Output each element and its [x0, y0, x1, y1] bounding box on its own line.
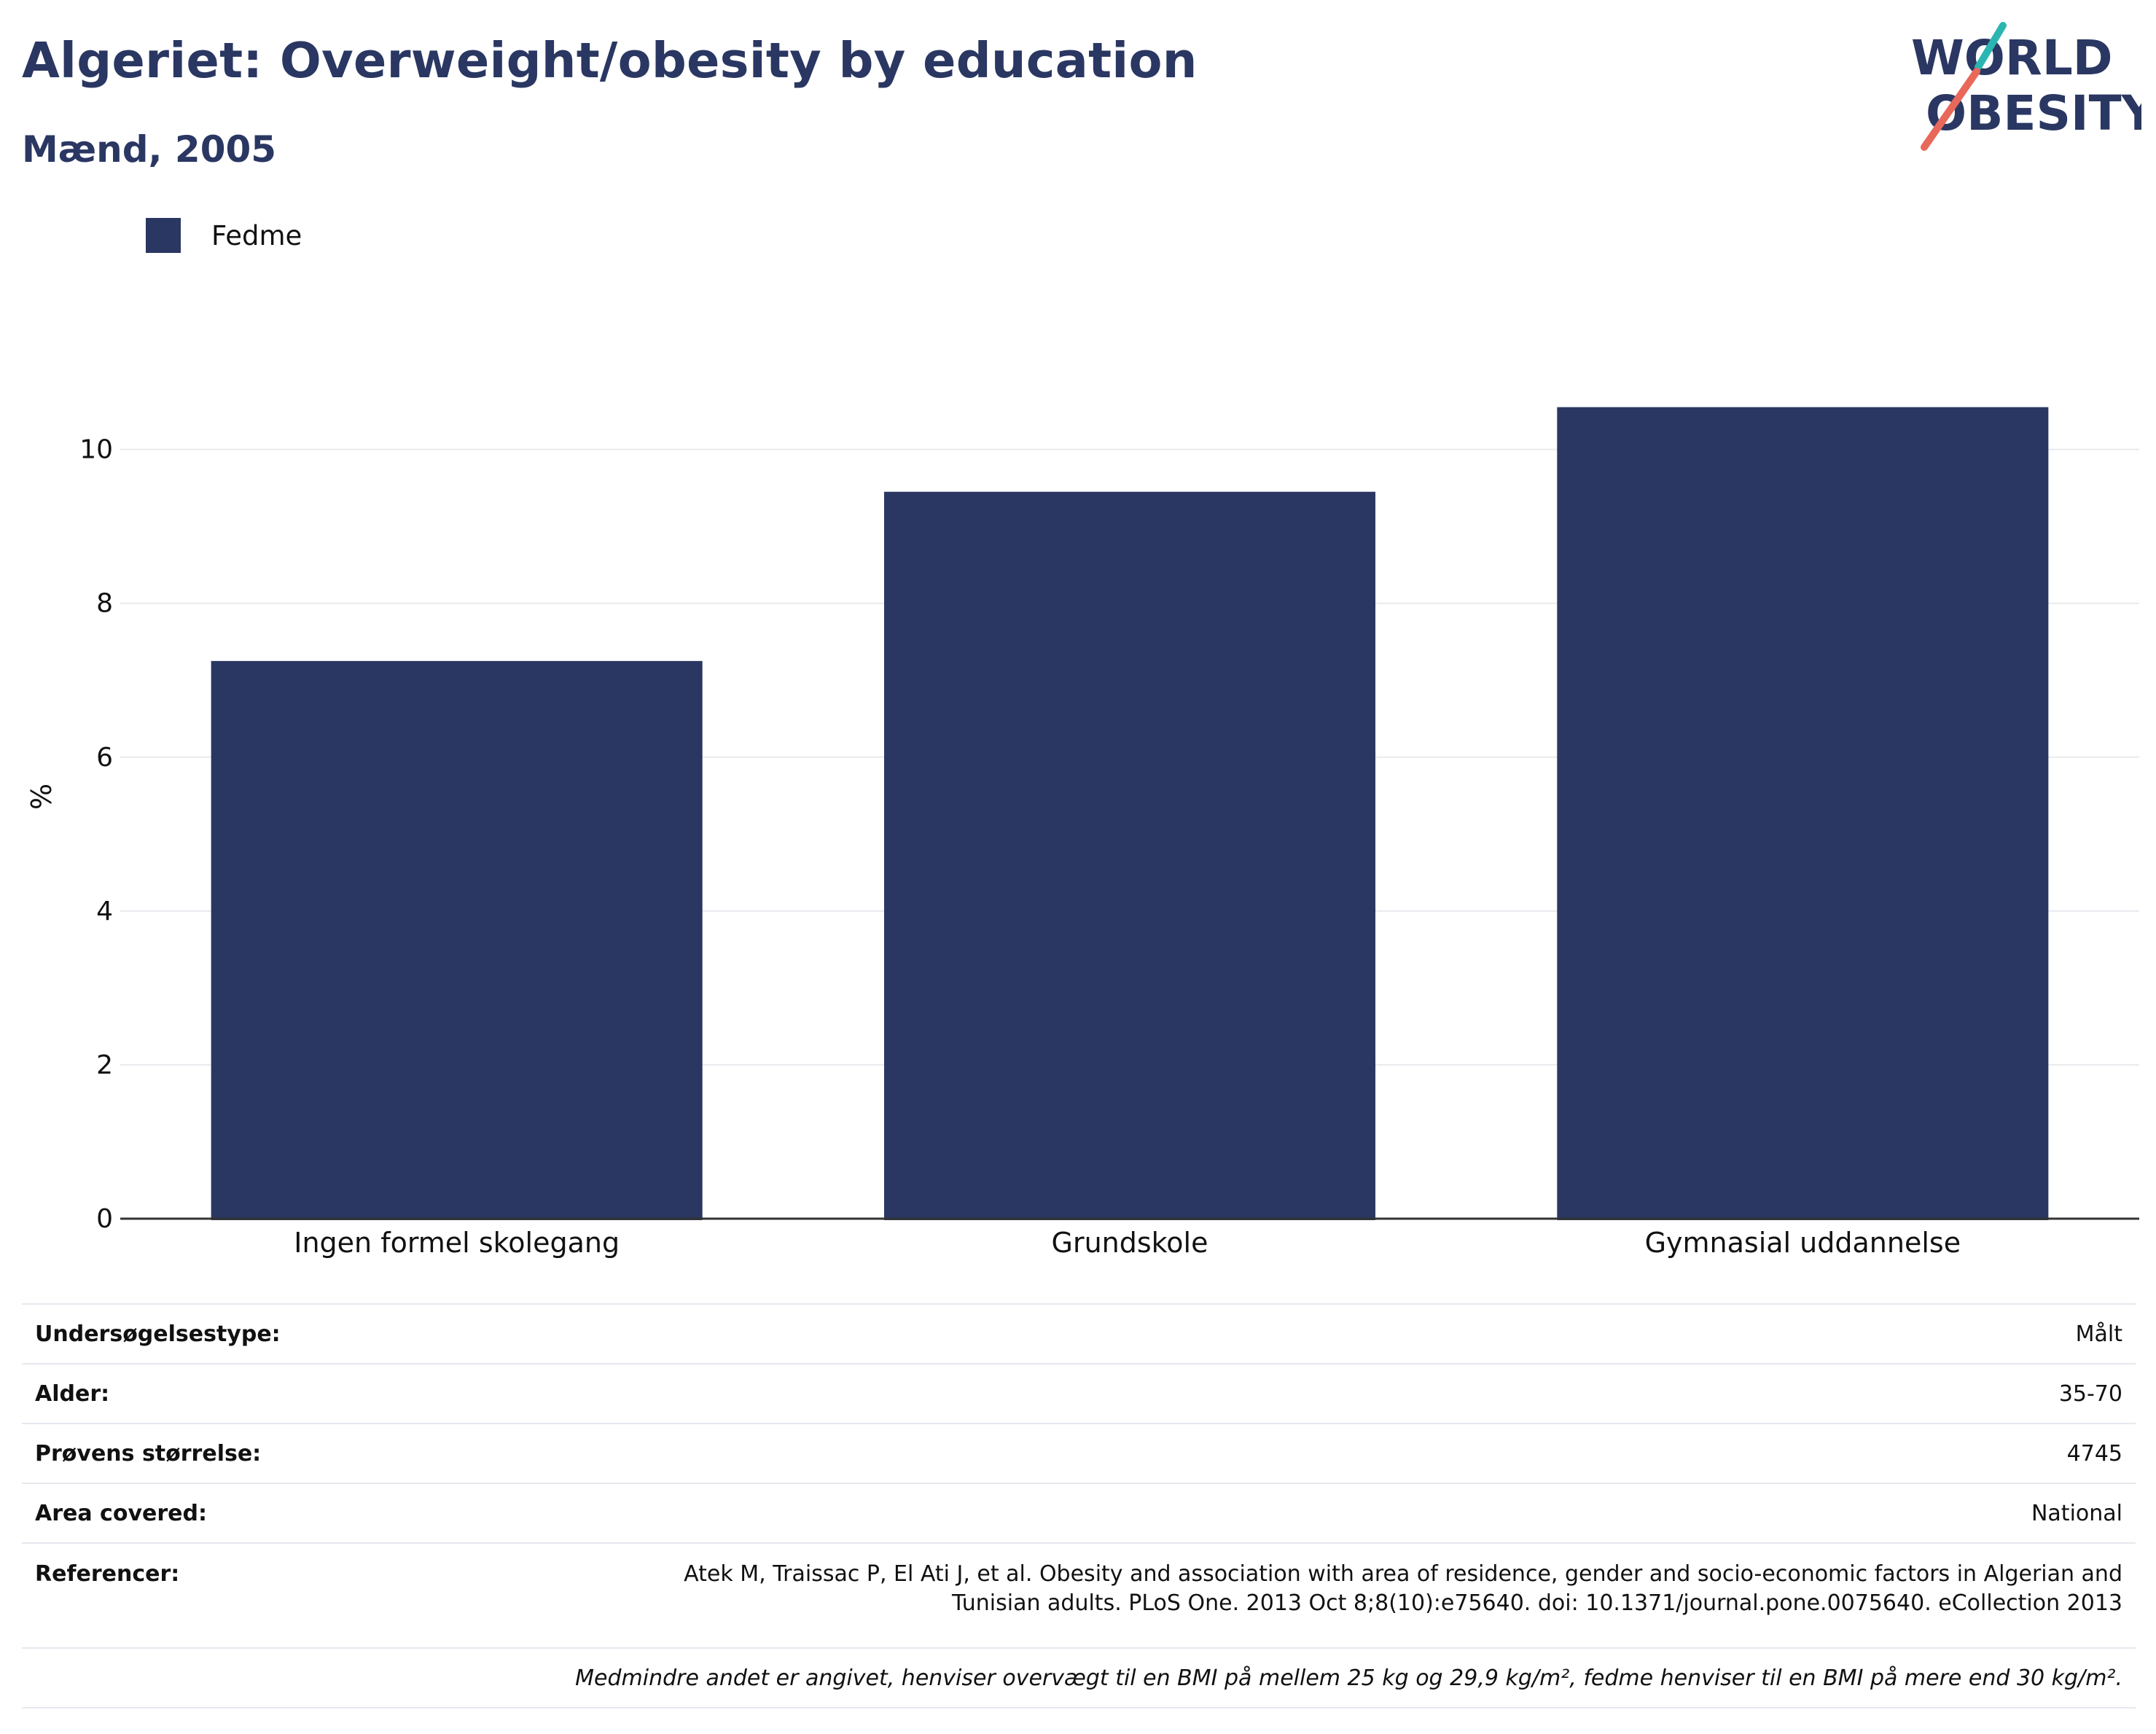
bar-2[interactable] [883, 491, 1376, 1220]
info-value-sample-size: 4745 [2066, 1440, 2122, 1467]
x-category-label: Ingen formel skolegang [294, 1227, 620, 1259]
y-tick-label: 10 [79, 435, 113, 465]
legend-swatch-fedme [146, 218, 181, 253]
x-category-label: Grundskole [1052, 1227, 1208, 1259]
y-axis-title: % [26, 784, 58, 810]
definition-note: Medmindre andet er angivet, henviser ove… [575, 1665, 2122, 1691]
legend: Fedme [146, 217, 302, 254]
y-tick-label: 4 [96, 897, 113, 926]
y-tick-labels: 0 2 4 6 8 10 [79, 435, 113, 1234]
page-subtitle: Mænd, 2005 [22, 128, 277, 171]
x-category-labels: Ingen formel skolegang Grundskole Gymnasia… [294, 1227, 1961, 1259]
bars [211, 407, 2049, 1221]
y-tick-label: 2 [96, 1050, 113, 1080]
reference-line-1: Atek M, Traissac P, El Ati J, et al. Obe… [684, 1561, 2122, 1587]
y-tick-label: 8 [96, 589, 113, 619]
world-obesity-logo: WORLD OBESITY [1911, 22, 2141, 151]
info-row-age: Alder: 35-70 [22, 1364, 2136, 1423]
bar-3[interactable] [1557, 407, 2049, 1221]
info-row-survey-type: Undersøgelsestype: Målt [22, 1304, 2136, 1364]
info-table: Undersøgelsestype: Målt Alder: 35-70 Prø… [22, 1303, 2136, 1708]
info-label-references: Referencer: [35, 1561, 180, 1587]
info-value-references: Atek M, Traissac P, El Ati J, et al. Obe… [558, 1543, 2136, 1648]
page-title: Algeriet: Overweight/obesity by educatio… [22, 32, 1198, 89]
bar-chart: 0 2 4 6 8 10 Ingen formel skolegang Grundskole… [26, 407, 2139, 1259]
reference-line-2: Tunisian adults. PLoS One. 2013 Oct 8;8(… [952, 1590, 2122, 1616]
info-row-sample-size: Prøvens størrelse: 4745 [22, 1423, 2136, 1483]
logo-slash-top [1975, 22, 2007, 71]
x-category-label: Gymnasial uddannelse [1645, 1227, 1961, 1259]
info-label-area: Area covered: [35, 1500, 207, 1526]
info-label-sample-size: Prøvens størrelse: [35, 1440, 262, 1467]
y-tick-label: 6 [96, 743, 113, 773]
info-row-references: Referencer: Atek M, Traissac P, El Ati J… [22, 1543, 2136, 1648]
info-label-age: Alder: [35, 1380, 110, 1407]
legend-label-fedme: Fedme [211, 219, 302, 251]
info-value-survey-type: Målt [2075, 1321, 2122, 1347]
logo-text-world: WORLD [1911, 30, 2113, 86]
info-value-age: 35-70 [2058, 1380, 2122, 1407]
info-row-note: Medmindre andet er angivet, henviser ove… [22, 1648, 2136, 1708]
info-value-area: National [2031, 1500, 2122, 1526]
y-tick-label: 0 [96, 1204, 113, 1234]
info-row-area: Area covered: National [22, 1483, 2136, 1543]
info-label-survey-type: Undersøgelsestype: [35, 1321, 281, 1347]
logo-slash-bottom [1921, 68, 1980, 151]
bar-1[interactable] [211, 660, 703, 1220]
